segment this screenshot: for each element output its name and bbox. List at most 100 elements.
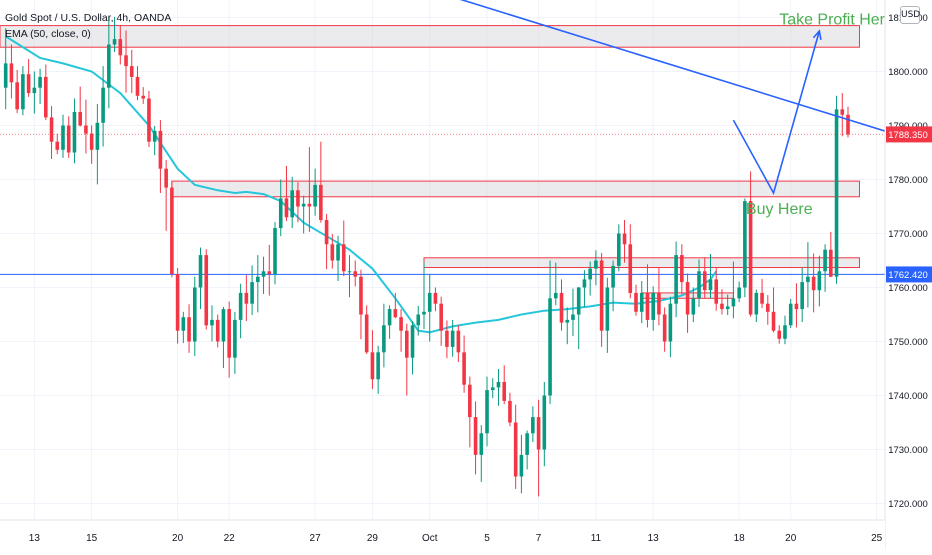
price-badge (886, 126, 932, 143)
candle-body (26, 74, 31, 94)
time-axis (0, 520, 885, 550)
candle-body (256, 276, 260, 283)
candle-body (433, 292, 438, 304)
candle-body (531, 417, 535, 434)
candle-body (129, 66, 134, 77)
candle-body (290, 190, 294, 218)
candle-body (599, 260, 604, 331)
candle-body (760, 292, 764, 304)
candle-body (645, 292, 650, 320)
candle-body (829, 249, 833, 277)
candle-body (714, 279, 719, 304)
candle-body (261, 271, 266, 277)
candle-body (147, 98, 151, 142)
candle-body (135, 76, 140, 96)
candle-body (473, 417, 478, 455)
candle-body (324, 220, 329, 245)
candle-body (800, 282, 804, 310)
candle-body (341, 244, 346, 272)
price-tick-label: 1800.000 (888, 67, 928, 78)
time-tick-label: 18 (734, 533, 746, 544)
candle-body (227, 309, 231, 358)
time-tick-label: 11 (591, 533, 602, 544)
currency-badge[interactable]: USD (900, 6, 920, 24)
candle-body (49, 117, 54, 142)
time-tick-label: 29 (367, 533, 379, 544)
candle-body (387, 309, 392, 326)
candle-body (336, 244, 340, 261)
candle-body (124, 55, 128, 67)
candle-body (273, 228, 277, 274)
candle-body (794, 303, 799, 310)
candle-body (399, 317, 403, 331)
candle-body (605, 287, 610, 331)
price-tick-label: 1730.000 (888, 445, 928, 456)
candle-body (571, 314, 575, 320)
candle-body (21, 74, 25, 110)
candle-body (542, 395, 547, 450)
candle-body (462, 352, 466, 385)
candle-body (422, 311, 426, 315)
candle-body (811, 276, 816, 291)
candle-body (674, 255, 678, 304)
candle-body (737, 287, 741, 299)
candle-body (250, 282, 254, 304)
symbol-title: Gold Spot / U.S. Dollar, 4h, OANDA (5, 12, 172, 24)
candle-body (267, 271, 272, 274)
time-tick-label: 22 (224, 533, 236, 544)
candle-body (691, 298, 696, 315)
candle-body (158, 130, 163, 169)
candle-body (823, 249, 827, 272)
candle-body (221, 309, 226, 342)
candle-body (502, 382, 507, 401)
candle-body (553, 292, 558, 299)
price-tick-label: 1740.000 (888, 391, 928, 402)
time-tick-label: Oct (422, 533, 438, 544)
candle-body (668, 303, 673, 342)
candle-body (3, 63, 8, 88)
candle-body (765, 303, 770, 312)
annotation-label[interactable]: Buy Here (746, 201, 813, 218)
candle-body (697, 271, 701, 299)
candle-body (175, 274, 180, 331)
candle-body (164, 168, 168, 188)
candle-body (720, 303, 724, 310)
price-tick-label: 1750.000 (888, 337, 928, 348)
candle-body (748, 201, 753, 315)
projection-arrowhead (812, 29, 822, 41)
candle-body (89, 133, 94, 150)
price-badge-label: 1762.420 (888, 270, 928, 281)
candle-body (806, 276, 810, 283)
candle-body (210, 319, 214, 326)
time-tick-label: 13 (29, 533, 41, 544)
candle-body (307, 203, 312, 207)
ema-indicator-label[interactable]: EMA (50, close, 0) (5, 28, 91, 40)
candle-body (107, 44, 111, 88)
price-tick-label: 1780.000 (888, 175, 928, 186)
candle-body (410, 325, 415, 358)
candle-body (634, 292, 638, 312)
candle-body (743, 201, 747, 288)
candle-body (788, 303, 793, 326)
candle-body (187, 317, 191, 342)
time-tick-label: 25 (871, 533, 883, 544)
candle-body (405, 330, 409, 358)
candle-body (846, 114, 850, 135)
candle-body (44, 76, 48, 118)
candle-body (594, 260, 598, 269)
candle-body (536, 417, 541, 450)
candle-body (152, 130, 157, 142)
annotation-label[interactable]: Take Profit Here (779, 12, 894, 29)
candle-body (416, 314, 421, 326)
candle-body (708, 279, 713, 291)
price-badge (886, 266, 932, 283)
zone-box (171, 180, 860, 198)
candle-body (834, 109, 839, 277)
candle-body (445, 330, 449, 347)
candle-body (754, 292, 759, 315)
candle-body (72, 112, 77, 153)
candle-body (617, 233, 621, 266)
candle-body (181, 317, 186, 331)
